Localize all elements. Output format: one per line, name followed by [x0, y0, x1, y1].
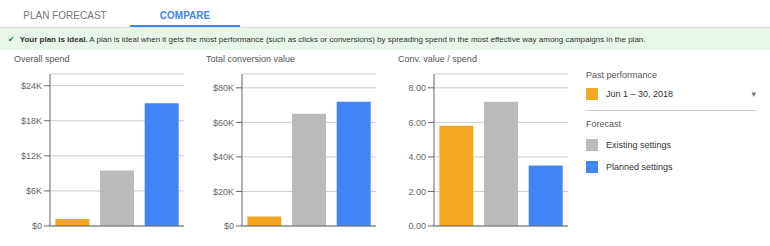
svg-text:$20K: $20K [213, 187, 234, 197]
svg-text:$12K: $12K [21, 151, 42, 161]
html-text:Existing settings: Existing settings [606, 140, 671, 150]
svg-text:$60K: $60K [213, 118, 234, 128]
svg-text:6.00: 6.00 [408, 118, 426, 128]
svg-text:$6K: $6K [26, 186, 42, 196]
html-text:Past performance: Past performance [586, 70, 657, 80]
html-text:Conv. value / spend: Conv. value / spend [398, 54, 477, 64]
svg-text:4.00: 4.00 [408, 152, 426, 162]
html-text:Planned settings: Planned settings [606, 162, 673, 172]
svg-text:$24K: $24K [21, 81, 42, 91]
html-text:Your plan is ideal. A plan is: Your plan is ideal. A plan is ideal when… [19, 34, 646, 44]
html-text:Jun 1 – 30, 2018: Jun 1 – 30, 2018 [606, 89, 674, 99]
html-text:Overall spend: Overall spend [14, 54, 70, 64]
svg-text:8.00: 8.00 [408, 83, 426, 93]
html-text:COMPARE: COMPARE [159, 10, 211, 21]
html-text:PLAN FORECAST: PLAN FORECAST [23, 10, 107, 21]
html-text:Total conversion value: Total conversion value [206, 54, 296, 64]
html-text:Forecast: Forecast [586, 119, 621, 129]
svg-text:$80K: $80K [213, 83, 234, 93]
svg-text:$40K: $40K [213, 152, 234, 162]
svg-text:$0: $0 [32, 221, 42, 231]
svg-text:0.00: 0.00 [408, 221, 426, 231]
svg-text:2.00: 2.00 [408, 187, 426, 197]
svg-text:$18K: $18K [21, 116, 42, 126]
svg-text:$0: $0 [224, 221, 234, 231]
